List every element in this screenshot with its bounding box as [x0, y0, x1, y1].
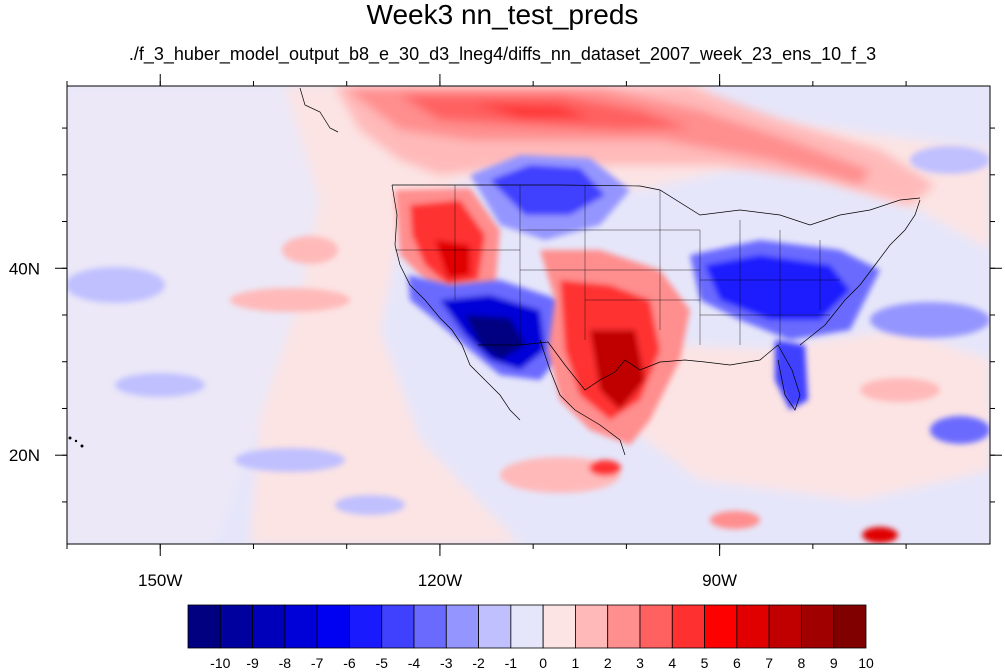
- colorbar-label: 2: [604, 655, 612, 671]
- field-pink-southeast: [600, 330, 990, 500]
- colorbar-label: 7: [765, 655, 773, 671]
- east-coast: [799, 199, 921, 346]
- colorbar: -10 -9 -8 -7 -6 -5 -4 -3 -2 -1 0 1 2 3 4 5 6 7 8 9 10: [187, 604, 874, 671]
- colorbar-label: 9: [830, 655, 838, 671]
- field-east-cool-core: [705, 255, 850, 320]
- lon-tick-label: 150W: [138, 571, 182, 590]
- field-texas-warm-peak: [590, 330, 645, 410]
- colorbar-swatch: [219, 604, 253, 649]
- colorbar-swatch: [833, 604, 867, 649]
- boundaries: [299, 87, 921, 456]
- colorbar-label: 0: [539, 655, 547, 671]
- field-spot: [860, 378, 940, 402]
- hawaii-island: [80, 444, 84, 448]
- northern-border: [392, 184, 921, 226]
- field-spot: [230, 288, 350, 312]
- colorbar-swatch: [316, 604, 350, 649]
- colorbar-label: -6: [343, 655, 356, 671]
- state-lines: [395, 185, 840, 345]
- colorbar-swatch: [381, 604, 415, 649]
- colorbar-swatch: [445, 604, 479, 649]
- colorbar-swatch: [284, 604, 318, 649]
- colorbar-swatch: [510, 604, 544, 649]
- colorbar-swatch: [252, 604, 286, 649]
- colorbar-swatch: [607, 604, 641, 649]
- field-spot: [930, 416, 990, 444]
- gulf-coast: [624, 344, 801, 411]
- field-spot: [862, 527, 898, 543]
- colorbar-label: -5: [375, 655, 388, 671]
- colorbar-swatch: [413, 604, 447, 649]
- colorbar-label: -8: [279, 655, 292, 671]
- lat-tick-label: 40N: [9, 259, 40, 278]
- colorbar-label: -3: [440, 655, 453, 671]
- colorbar-label: 3: [636, 655, 644, 671]
- field-spot: [282, 236, 338, 264]
- colorbar-label: -7: [311, 655, 324, 671]
- baja-coast: [461, 344, 521, 421]
- lon-tick-label: 90W: [702, 571, 737, 590]
- mexico-gulf-west: [539, 339, 626, 456]
- southern-border: [478, 341, 626, 391]
- field-florida-cool: [775, 340, 808, 410]
- colorbar-label: -2: [472, 655, 485, 671]
- field-light-west: [67, 86, 340, 544]
- colorbar-swatch: [704, 604, 738, 649]
- colorbar-swatch: [801, 604, 835, 649]
- colorbar-swatch: [768, 604, 802, 649]
- colorbar-label: -10: [210, 655, 230, 671]
- colorbar-label: 6: [733, 655, 741, 671]
- colorbar-swatch: [575, 604, 609, 649]
- colorbar-label: -9: [246, 655, 259, 671]
- hawaii-island: [74, 439, 78, 443]
- map-axes: 150W 120W 90W 40N 20N: [9, 74, 1002, 590]
- islands: [68, 436, 84, 448]
- colorbar-swatch: [542, 604, 576, 649]
- lon-tick-label: 120W: [418, 571, 462, 590]
- field-spot: [870, 302, 990, 338]
- alaska-coast: [299, 87, 339, 133]
- field-spot: [235, 448, 345, 472]
- west-coast: [391, 184, 463, 346]
- colorbar-label: -4: [408, 655, 421, 671]
- colorbar-label: -1: [505, 655, 518, 671]
- colorbar-swatch: [639, 604, 673, 649]
- colorbar-swatch: [187, 604, 221, 649]
- field-spot: [710, 511, 760, 529]
- lat-tick-label: 20N: [9, 446, 40, 465]
- field-spot: [115, 373, 205, 397]
- map-subtitle: ./f_3_huber_model_output_b8_e_30_d3_lneg…: [128, 44, 877, 64]
- map-title: Week3 nn_test_preds: [366, 0, 639, 30]
- colorbar-label: 8: [798, 655, 806, 671]
- hawaii-island: [68, 436, 72, 440]
- field-north-band-peak: [475, 104, 590, 118]
- colorbar-swatch: [736, 604, 770, 649]
- field-spot: [910, 146, 990, 174]
- field-northwest-warm-peak: [435, 240, 470, 278]
- field-north-cool-core: [490, 165, 605, 215]
- field-spot: [589, 460, 621, 476]
- colorbar-label: 4: [668, 655, 676, 671]
- colorbar-label: 10: [858, 655, 874, 671]
- colorbar-label: 5: [701, 655, 709, 671]
- field-southwest-cool-peak: [465, 315, 525, 360]
- colorbar-swatch: [671, 604, 705, 649]
- field-spot: [335, 495, 405, 515]
- field-spot: [67, 267, 165, 303]
- anomaly-field: [67, 86, 990, 544]
- colorbar-swatch: [478, 604, 512, 649]
- field-pink-central: [250, 86, 770, 544]
- colorbar-swatch: [349, 604, 383, 649]
- colorbar-label: 1: [572, 655, 580, 671]
